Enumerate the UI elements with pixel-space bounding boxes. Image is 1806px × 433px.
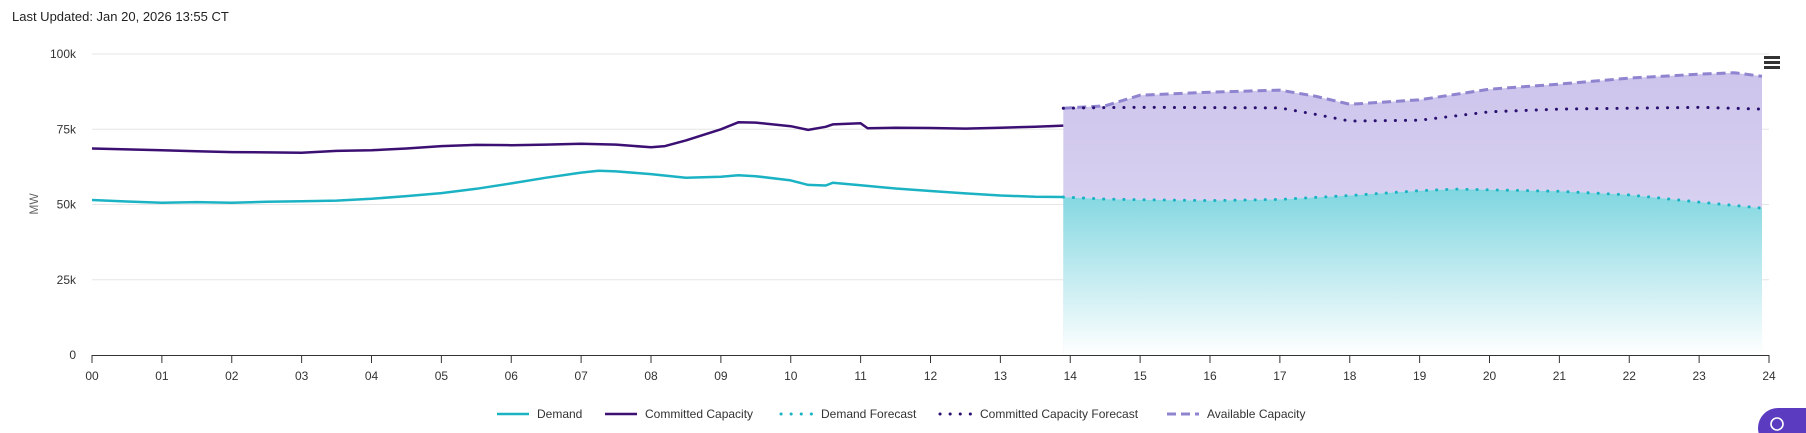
x-tick-label: 04 — [365, 369, 379, 383]
x-tick-label: 06 — [505, 369, 519, 383]
axes: 0 25k 50k 75k 100k 00 01 02 03 04 05 06 07 08 09 10 11 12… — [50, 47, 1776, 383]
legend: Demand Committed Capacity Demand Forecast C… — [497, 407, 1306, 421]
x-tick-label: 00 — [85, 369, 99, 383]
x-tick-label: 16 — [1203, 369, 1217, 383]
legend-label-available: Available Capacity — [1207, 407, 1306, 421]
menu-icon-bar — [1764, 61, 1780, 64]
x-tick-label: 07 — [574, 369, 588, 383]
series-line-committed — [91, 121, 1064, 154]
x-tick-label: 13 — [994, 369, 1008, 383]
legend-label-committed-forecast: Committed Capacity Forecast — [980, 407, 1139, 421]
last-updated-text: Last Updated: Jan 20, 2026 13:55 CT — [12, 9, 229, 24]
x-tick-label: 01 — [155, 369, 169, 383]
x-tick-label: 21 — [1553, 369, 1567, 383]
legend-label-demand: Demand — [537, 407, 582, 421]
y-tick-label: 75k — [57, 122, 77, 136]
x-tick-label: 03 — [295, 369, 309, 383]
y-axis-title: MW — [27, 193, 41, 215]
chart-menu-button[interactable] — [1764, 56, 1780, 69]
y-tick-label: 0 — [69, 348, 76, 362]
x-tick-label: 05 — [435, 369, 449, 383]
x-tick-label: 24 — [1762, 369, 1776, 383]
y-tick-label: 100k — [50, 47, 77, 61]
x-tick-label: 20 — [1483, 369, 1497, 383]
menu-icon-bar — [1764, 66, 1780, 69]
forecast-areas — [1063, 72, 1763, 355]
help-button[interactable] — [1758, 408, 1806, 433]
x-tick-label: 17 — [1273, 369, 1287, 383]
x-tick-label: 11 — [854, 369, 867, 383]
y-tick-label: 25k — [57, 273, 77, 287]
x-tick-label: 15 — [1133, 369, 1147, 383]
series-line-available — [1063, 71, 1763, 110]
x-tick-label: 23 — [1692, 369, 1706, 383]
x-tick-label: 12 — [924, 369, 938, 383]
x-tick-label: 09 — [714, 369, 728, 383]
menu-icon-bar — [1764, 56, 1780, 59]
y-tick-label: 50k — [57, 198, 77, 212]
x-tick-label: 14 — [1064, 369, 1078, 383]
series-lines — [91, 71, 1764, 210]
legend-label-demand-forecast: Demand Forecast — [821, 407, 917, 421]
x-tick-label: 10 — [784, 369, 798, 383]
x-tick-label: 02 — [225, 369, 239, 383]
x-tick-label: 22 — [1623, 369, 1637, 383]
demand-forecast-area — [1063, 189, 1763, 355]
series-line-demand — [91, 169, 1064, 204]
x-tick-label: 08 — [644, 369, 658, 383]
legend-label-committed: Committed Capacity — [645, 407, 753, 421]
help-icon — [1770, 417, 1784, 431]
x-tick-label: 19 — [1413, 369, 1427, 383]
series-line-demand-forecast — [1061, 187, 1764, 210]
x-tick-label: 18 — [1343, 369, 1357, 383]
